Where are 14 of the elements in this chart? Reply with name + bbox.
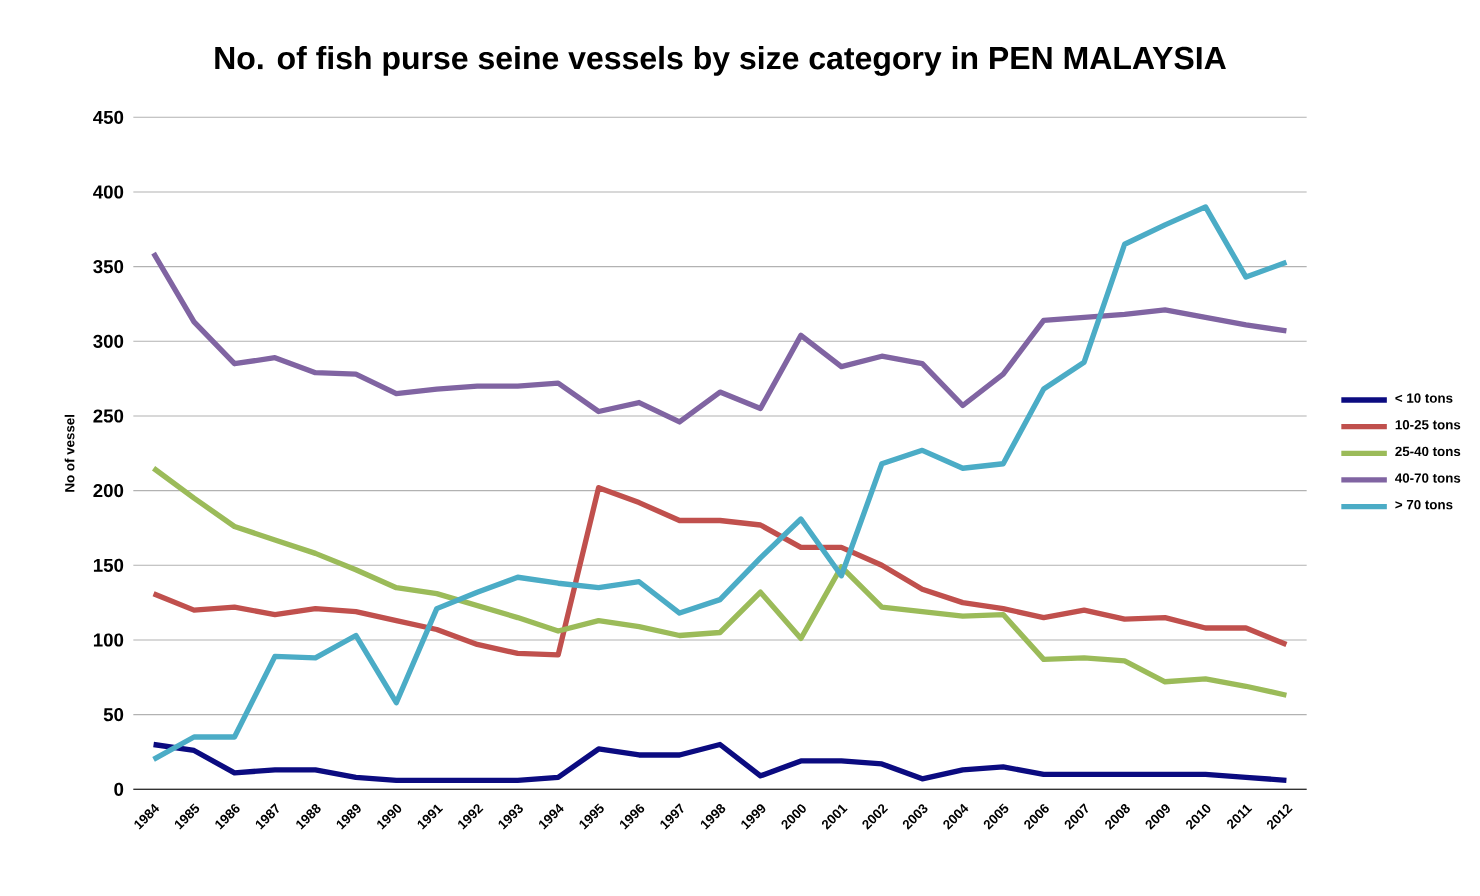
- y-tick-label: 50: [103, 708, 124, 722]
- y-tick-label: 450: [93, 110, 124, 124]
- line-series: [150, 484, 1290, 658]
- y-tick-label: 100: [93, 633, 124, 647]
- y-tick-label: 300: [93, 334, 124, 348]
- line-series: [150, 204, 1290, 763]
- y-tick-label: 350: [93, 260, 124, 274]
- y-tick-label: 150: [93, 558, 124, 572]
- y-tick-label: 0: [114, 782, 124, 796]
- chart-title: No. of fish purse seine vessels by size category in PEN MALAYSIA: [215, 45, 1226, 76]
- y-tick-label: 400: [93, 185, 124, 199]
- y-tick-label: 200: [93, 484, 124, 498]
- line-series: [150, 250, 1290, 425]
- y-tick-label: 250: [93, 409, 124, 423]
